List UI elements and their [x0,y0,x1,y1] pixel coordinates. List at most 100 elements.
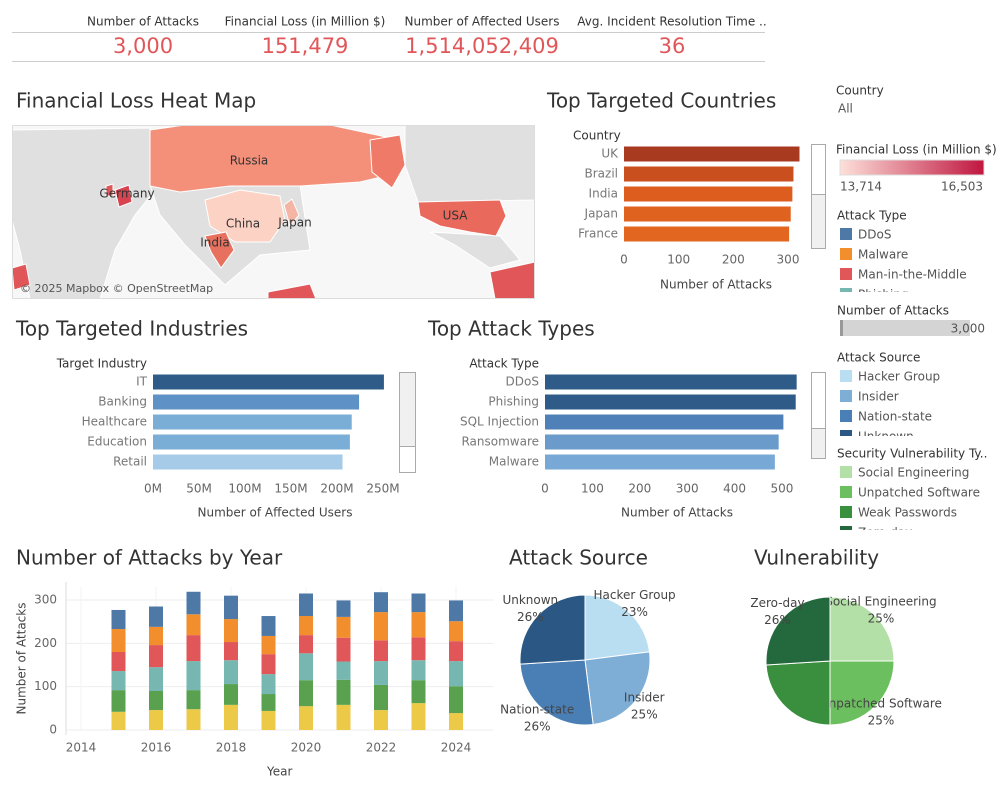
kpi-value: 3,000 [113,34,173,58]
pie-slice [584,651,651,726]
x-tick-label: 0 [541,482,549,496]
scrollbar[interactable] [399,372,416,473]
category-label: Brazil [585,167,619,181]
bar [153,394,360,410]
x-tick-label: 2016 [141,741,172,755]
scroll-thumb[interactable] [811,372,826,429]
category-header: Country [573,129,621,143]
x-tick-label: 2014 [66,741,97,755]
bar-segment [224,684,238,705]
scroll-thumb[interactable] [811,144,826,195]
legend-swatch [840,228,852,240]
legend-swatch [840,370,852,382]
kpi-label: Number of Attacks [87,15,199,29]
legend-swatch [840,506,852,518]
pie-value-label: 25% [868,713,895,727]
slider[interactable] [840,320,970,336]
legend-box: Hacker Group Insider Nation-state Unknown [840,370,940,444]
bar [153,414,352,430]
pie-value-label: 26% [764,613,791,627]
x-tick-label: 200 [722,253,745,267]
bar-segment [149,691,163,711]
bar-segment [149,606,163,627]
x-tick-label: 200 [628,482,651,496]
filter-title: Country [836,84,884,98]
filter-value[interactable]: All [838,102,853,116]
bar-segment [261,654,276,675]
pie-slice [829,596,895,662]
pie-value-label: 26% [524,719,551,733]
legend-min: 13,714 [840,180,882,194]
bar-segment [449,600,463,622]
x-tick-label: 500 [771,482,794,496]
x-tick-label: 2020 [291,741,322,755]
scrollbar[interactable] [811,144,826,249]
y-tick-label: 0 [49,723,57,737]
bar-segment [224,595,238,620]
bar [545,394,796,410]
category-label: Ransomware [461,435,539,449]
bar-segment [186,661,201,691]
bar-segment [224,660,238,685]
bar [624,146,800,162]
x-axis-title: Number of Attacks [660,278,772,292]
scrollbar[interactable] [811,372,826,459]
legend-swatch [840,248,852,260]
bar-segment [411,703,426,730]
category-label: Education [87,435,147,449]
category-label: Japan [584,207,618,221]
bar [624,226,790,242]
bar [545,374,797,390]
legend-label: Unpatched Software [858,486,980,500]
legend-swatch [840,486,852,498]
bar-segment [336,704,351,730]
bar-segment [261,635,276,655]
bar-segment [336,637,351,662]
legend-label: Hacker Group [858,370,940,384]
category-label: Healthcare [82,415,147,429]
x-tick-label: 50M [186,482,212,496]
bar [624,186,793,202]
region [149,125,403,193]
x-tick-label: 100 [581,482,604,496]
pie-value-label: 26% [517,610,544,624]
legend-label: Insider [858,390,899,404]
bar-segment [261,710,276,730]
bar-segment [299,616,313,636]
legend-label: Phishing [858,288,909,302]
x-tick-label: 2018 [216,741,247,755]
category-label: Phishing [488,395,539,409]
pie-label: Social Engineering [825,595,936,609]
region [204,231,235,269]
bar-segment [224,642,238,661]
pie-value-label: 23% [621,605,648,619]
bar [545,454,775,470]
pie-label: Nation-state [500,702,574,716]
legend-title: Attack Type [837,209,907,223]
bar-segment [449,713,463,730]
bar [153,454,343,470]
map-label: India [200,236,229,250]
pie-slice [519,594,586,665]
bar-segment [299,706,313,730]
bar-segment [374,684,388,711]
category-label: IT [136,375,148,389]
slider-handle[interactable] [840,320,843,336]
bar-segment [374,661,388,685]
bar-segment [111,609,126,630]
scroll-thumb[interactable] [399,446,416,473]
map-label: Japan [277,216,311,230]
chart-title: Top Targeted Industries [15,317,248,341]
kpi-label: Number of Affected Users [405,15,560,29]
bar-segment [261,694,276,711]
category-header: Target Industry [56,357,147,371]
bar-segment [224,619,238,643]
legend-label: Unknown [858,430,914,444]
x-axis-title: Year [266,765,292,779]
x-tick-label: 100 [667,253,690,267]
legend-swatch [840,288,852,292]
pie-label: Unknown [502,593,558,607]
bar [153,374,384,390]
bar-segment [299,635,313,654]
legend-swatch [840,268,852,280]
